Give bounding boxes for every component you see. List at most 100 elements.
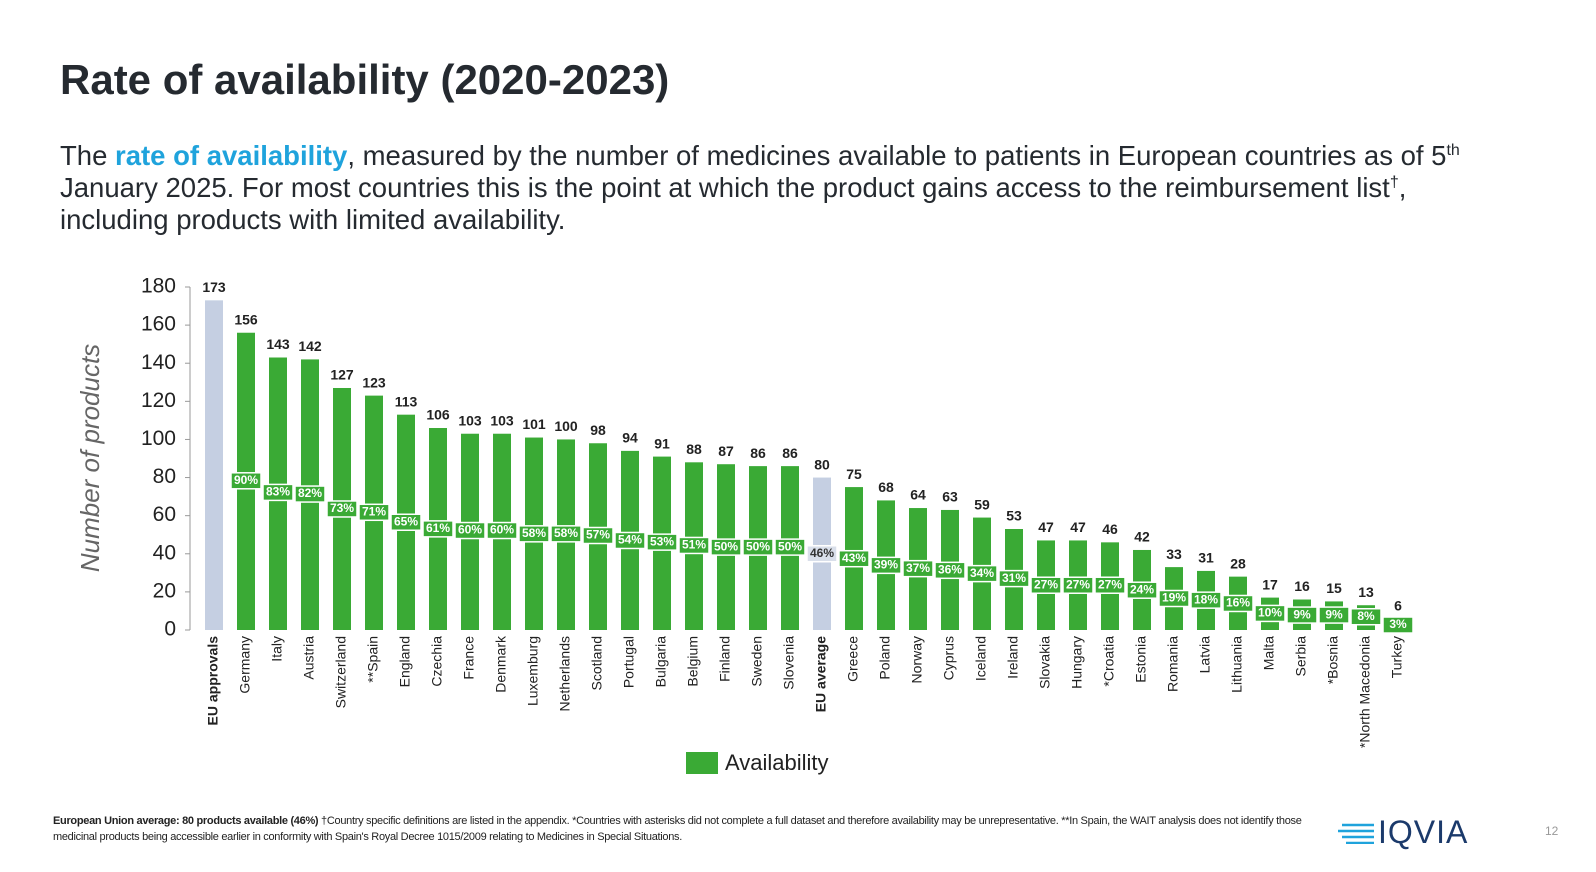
share-label: 71% bbox=[362, 504, 386, 518]
share-label: 60% bbox=[458, 523, 482, 537]
y-tick-label: 80 bbox=[153, 465, 176, 488]
share-label-box bbox=[454, 521, 486, 540]
share-label: 19% bbox=[1162, 591, 1186, 605]
share-label-box bbox=[294, 485, 326, 503]
x-tick-label: Serbia bbox=[1293, 636, 1309, 677]
subtitle-text: , including products with limited availa… bbox=[60, 172, 1407, 235]
share-label-box bbox=[1094, 576, 1126, 594]
share-label: 65% bbox=[394, 514, 418, 528]
share-label-box bbox=[1382, 616, 1414, 634]
value-label: 75 bbox=[846, 466, 862, 482]
x-tick-label: Portugal bbox=[621, 636, 637, 688]
x-tick-label: **Spain bbox=[365, 636, 381, 683]
share-label-box bbox=[678, 536, 710, 555]
share-label: 50% bbox=[778, 539, 802, 553]
footnote: European Union average: 80 products avai… bbox=[53, 813, 1303, 845]
share-label: 46% bbox=[810, 546, 834, 560]
x-tick-label: *Bosnia bbox=[1325, 636, 1341, 684]
share-label: 60% bbox=[490, 523, 514, 537]
value-label: 87 bbox=[718, 443, 734, 459]
x-tick-label: Ireland bbox=[1005, 636, 1021, 679]
slide-title: Rate of availability (2020-2023) bbox=[60, 56, 670, 103]
share-label: 9% bbox=[1293, 607, 1311, 621]
x-tick-label: Austria bbox=[301, 636, 317, 680]
x-tick-label: Denmark bbox=[493, 635, 509, 693]
share-label: 9% bbox=[1325, 607, 1343, 621]
x-tick-label: Belgium bbox=[685, 636, 701, 687]
chart: 0 20 40 60 80 100 120 140 160 180 Number of produc… bbox=[75, 275, 1414, 775]
legend-swatch bbox=[686, 752, 718, 774]
x-tick-label: Luxemburg bbox=[525, 636, 541, 706]
share-label: 50% bbox=[714, 539, 738, 553]
share-label-box bbox=[262, 483, 294, 502]
share-label: 73% bbox=[330, 501, 354, 515]
share-label-box bbox=[646, 533, 678, 551]
share-label-box bbox=[614, 531, 646, 550]
share-label-box bbox=[422, 520, 454, 538]
value-label: 42 bbox=[1134, 529, 1150, 545]
x-tick-label: Switzerland bbox=[333, 636, 349, 708]
share-label-box bbox=[518, 525, 550, 543]
share-label: 83% bbox=[266, 485, 290, 499]
value-label: 17 bbox=[1262, 576, 1278, 592]
value-label: 13 bbox=[1358, 584, 1374, 600]
share-label-box bbox=[934, 561, 966, 580]
x-tick-label: Czechia bbox=[429, 636, 445, 687]
share-label-box bbox=[1350, 607, 1382, 626]
value-label: 15 bbox=[1326, 580, 1342, 596]
y-tick-label: 40 bbox=[153, 541, 176, 564]
subtitle-sup: th bbox=[1446, 141, 1460, 159]
share-label-box bbox=[1062, 576, 1094, 594]
share-label-box bbox=[486, 521, 518, 540]
x-tick-label: Romania bbox=[1165, 636, 1181, 692]
bar bbox=[205, 300, 223, 630]
subtitle-text: , measured by the number of medicines av… bbox=[347, 140, 1447, 171]
value-label: 6 bbox=[1394, 597, 1402, 613]
y-tick-label: 140 bbox=[141, 351, 176, 374]
footnote-bold: European Union average: 80 products avai… bbox=[53, 815, 319, 827]
share-label: 58% bbox=[522, 526, 546, 540]
share-label-box bbox=[1158, 589, 1190, 608]
share-label-box bbox=[550, 525, 582, 543]
x-tick-label: Italy bbox=[269, 636, 285, 662]
share-label: 31% bbox=[1002, 571, 1026, 585]
x-tick-label: Latvia bbox=[1197, 636, 1213, 674]
value-label: 173 bbox=[202, 279, 226, 295]
share-label: 61% bbox=[426, 521, 450, 535]
subtitle-sup: † bbox=[1389, 173, 1399, 191]
x-tick-label: Malta bbox=[1261, 636, 1277, 670]
share-label-box bbox=[1190, 591, 1222, 609]
share-label: 57% bbox=[586, 528, 610, 542]
y-tick-label: 160 bbox=[141, 313, 176, 336]
value-label: 63 bbox=[942, 489, 958, 505]
share-label: 3% bbox=[1389, 617, 1407, 631]
share-label-box bbox=[390, 513, 422, 531]
value-label: 80 bbox=[814, 456, 830, 472]
legend-label: Availability bbox=[725, 750, 829, 775]
value-label: 156 bbox=[234, 311, 258, 327]
x-tick-label: Slovenia bbox=[781, 636, 797, 690]
value-label: 98 bbox=[590, 422, 606, 438]
x-tick-label: Sweden bbox=[749, 636, 765, 687]
x-tick-label: EU approvals bbox=[205, 636, 221, 726]
subtitle-text: January 2025. For most countries this is… bbox=[60, 172, 1390, 203]
x-tick-label: Cyprus bbox=[941, 636, 957, 680]
share-label-box bbox=[230, 472, 262, 490]
share-label-box bbox=[838, 549, 870, 568]
subtitle: The rate of availability, measured by th… bbox=[60, 140, 1510, 236]
value-label: 103 bbox=[490, 412, 514, 428]
x-tick-label: Iceland bbox=[973, 636, 989, 681]
share-label: 10% bbox=[1258, 606, 1282, 620]
logo: IQVIA bbox=[1378, 814, 1469, 850]
share-label-box bbox=[1126, 581, 1158, 599]
value-label: 86 bbox=[782, 445, 798, 461]
x-tick-label: Greece bbox=[845, 636, 861, 682]
x-tick-label: *North Macedonia bbox=[1357, 636, 1373, 748]
y-axis-title: Number of products bbox=[75, 344, 105, 572]
share-label: 34% bbox=[970, 566, 994, 580]
share-label-box bbox=[358, 503, 390, 522]
value-label: 106 bbox=[426, 407, 450, 423]
share-label: 16% bbox=[1226, 596, 1250, 610]
value-label: 47 bbox=[1070, 519, 1086, 535]
